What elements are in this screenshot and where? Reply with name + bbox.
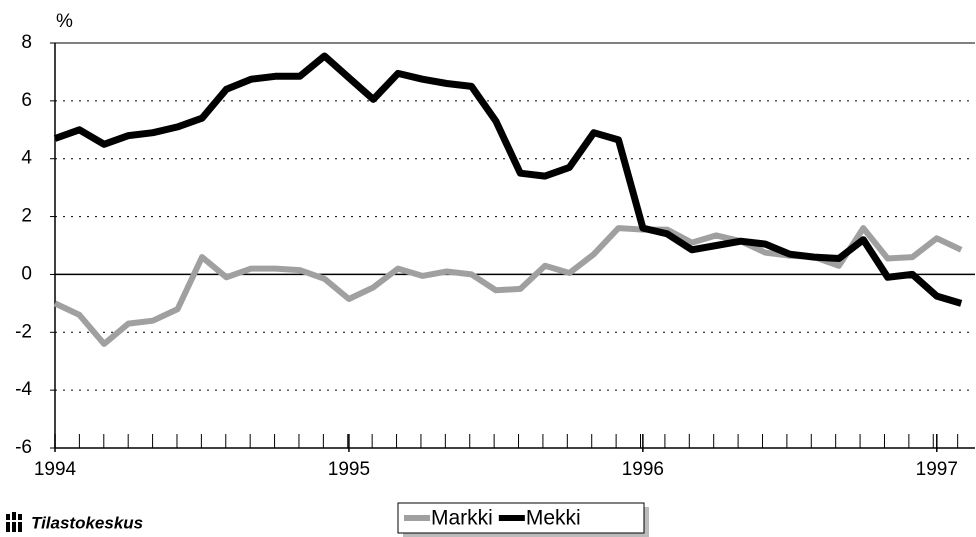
x-tick-label: 1995: [328, 459, 370, 480]
source-logo: [4, 512, 26, 532]
y-tick-label: -2: [15, 321, 32, 342]
source-label: Tilastokeskus: [31, 513, 143, 532]
y-tick-label: -6: [15, 437, 32, 458]
y-tick-label: 2: [21, 206, 32, 227]
y-unit-label: %: [56, 11, 73, 32]
y-tick-label: 6: [21, 90, 32, 111]
x-tick-label: 1997: [916, 459, 958, 480]
legend-label: Markki: [431, 507, 493, 530]
x-tick-label: 1994: [34, 459, 77, 480]
legend: Markki Mekki: [397, 502, 649, 537]
y-tick-label: -4: [15, 379, 32, 400]
legend-label: Mekki: [526, 507, 581, 530]
y-tick-label: 4: [21, 148, 32, 169]
x-tick-label: 1996: [622, 459, 664, 480]
series-line: [53, 225, 963, 347]
series-line: [53, 52, 963, 307]
y-tick-label: 8: [21, 32, 32, 53]
y-tick-label: 0: [21, 263, 32, 284]
